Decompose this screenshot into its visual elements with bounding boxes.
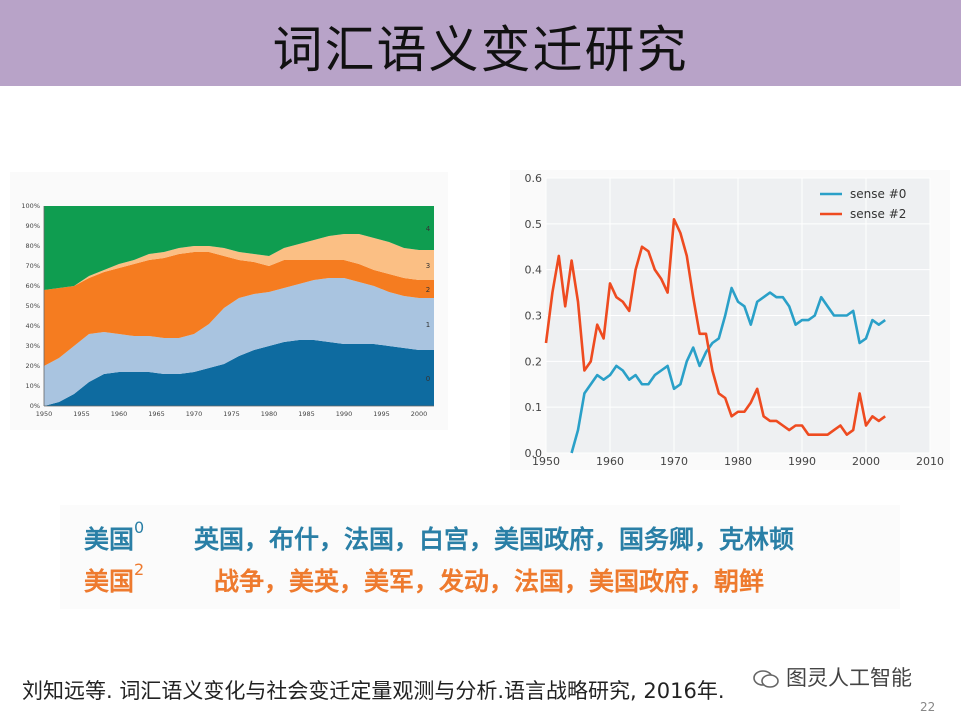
area-x-tick: 1960	[111, 410, 128, 418]
area-label-4: 4	[426, 225, 431, 233]
area-series-0	[44, 340, 434, 406]
neighbor-words-panel	[60, 505, 900, 609]
sense-2-neighbors: 战争，美英，美军，发动，法国，美国政府，朝鲜	[214, 567, 765, 596]
sense-0-word: 美国	[84, 525, 135, 554]
line-y-tick: 0.1	[525, 401, 543, 414]
area-label-1: 1	[426, 321, 430, 329]
area-x-tick: 1995	[373, 410, 390, 418]
citation: 刘知远等. 词汇语义变化与社会变迁定量观测与分析.语言战略研究, 2016年.	[22, 679, 725, 703]
area-series-2	[44, 252, 434, 366]
line-x-tick: 2000	[852, 455, 880, 468]
stacked-area-chart: 012340%10%20%30%40%50%60%70%80%90%100%19…	[21, 202, 434, 418]
area-y-tick: 0%	[30, 402, 40, 410]
line-y-tick: 0.4	[525, 264, 543, 277]
sense-0-row: 美国0 英国，布什，法国，白宫，美国政府，国务卿，克林顿	[84, 518, 795, 556]
sense-0-neighbors: 英国，布什，法国，白宫，美国政府，国务卿，克林顿	[194, 525, 795, 554]
area-y-tick: 10%	[26, 382, 40, 390]
area-label-2: 2	[426, 286, 430, 294]
line-y-tick: 0.3	[525, 310, 543, 323]
sense-0-index: 0	[134, 518, 145, 537]
stacked-area-chart-panel: 0 1 2 3 4 0% 10% 20% 30% 40% 50% 60% 70% 80% 90% 100% 19…	[10, 172, 448, 430]
area-y-tick: 20%	[26, 362, 40, 370]
area-y-tick: 50%	[26, 302, 40, 310]
line-chart-panel: 0.0 0.1 0.2 0.3 0.4 0.5 0.6 1950 1960 1970 1980 199…	[510, 170, 950, 470]
area-y-tick: 60%	[26, 282, 40, 290]
line-series-1	[544, 217, 886, 436]
sense-2-row: 美国2 战争，美英，美军，发动，法国，美国政府，朝鲜	[84, 560, 765, 598]
area-x-tick: 1965	[148, 410, 165, 418]
area-y-tick: 40%	[26, 322, 40, 330]
wechat-icon	[753, 670, 779, 688]
area-x-tick: 1970	[186, 410, 203, 418]
sense-2-word: 美国	[84, 567, 135, 596]
title-bar	[0, 0, 961, 86]
line-y-tick: 0.5	[525, 218, 543, 231]
area-series-3	[44, 234, 434, 290]
line-x-tick: 2010	[916, 455, 944, 468]
watermark-text: 图灵人工智能	[786, 666, 912, 690]
area-y-tick: 30%	[26, 342, 40, 350]
line-x-tick: 1990	[788, 455, 816, 468]
area-y-tick: 70%	[26, 262, 40, 270]
area-label-3: 3	[426, 262, 430, 270]
area-y-tick: 80%	[26, 242, 40, 250]
line-series-0	[570, 286, 886, 454]
legend-label-0: sense #0	[850, 187, 906, 201]
page-number: 22	[920, 700, 936, 714]
area-x-tick: 1950	[36, 410, 53, 418]
sense-2-index: 2	[134, 560, 145, 579]
line-x-tick: 1970	[660, 455, 688, 468]
area-series-1	[44, 278, 434, 406]
area-y-tick: 90%	[26, 222, 40, 230]
area-x-tick: 1985	[298, 410, 315, 418]
area-y-tick: 100%	[21, 202, 40, 210]
area-series-4	[44, 206, 434, 290]
line-x-tick: 1950	[532, 455, 560, 468]
line-chart: 0.0 0.1 0.2 0.3 0.4 0.5 0.6 1950 1960 1970 1980 199…	[525, 172, 945, 468]
line-y-tick: 0.6	[525, 172, 543, 185]
area-x-tick: 1990	[336, 410, 353, 418]
line-x-tick: 1980	[724, 455, 752, 468]
watermark: 图灵人工智能	[752, 662, 912, 692]
line-y-tick: 0.0	[525, 447, 543, 460]
area-x-tick: 1975	[223, 410, 240, 418]
line-y-tick: 0.2	[525, 355, 543, 368]
area-x-tick: 1980	[261, 410, 278, 418]
area-x-tick: 2000	[411, 410, 428, 418]
line-x-tick: 1960	[596, 455, 624, 468]
slide-title: 词汇语义变迁研究	[272, 21, 689, 79]
area-label-0: 0	[426, 375, 430, 383]
area-x-tick: 1955	[73, 410, 90, 418]
legend-label-1: sense #2	[850, 207, 906, 221]
